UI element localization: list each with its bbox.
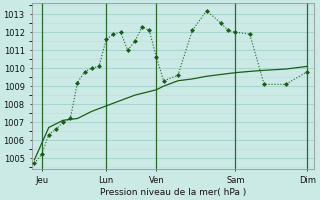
X-axis label: Pression niveau de la mer( hPa ): Pression niveau de la mer( hPa ) (100, 188, 246, 197)
